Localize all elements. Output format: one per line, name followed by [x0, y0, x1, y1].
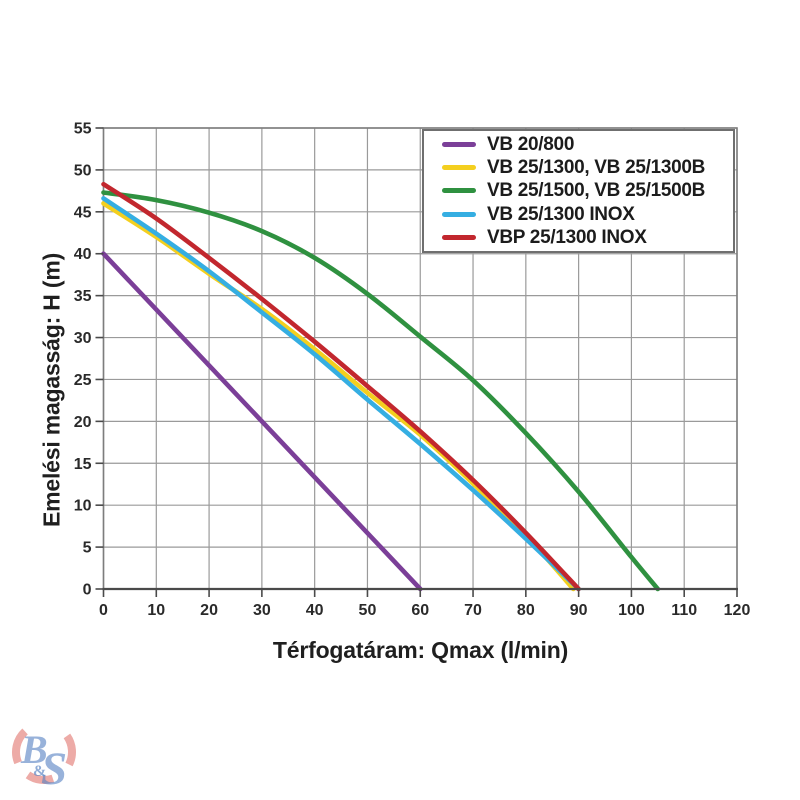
legend-label: VB 25/1300 INOX	[487, 203, 635, 225]
x-tick-label: 10	[147, 602, 165, 619]
y-tick-label: 55	[74, 121, 92, 138]
y-tick-label: 10	[74, 498, 92, 515]
x-tick-label: 110	[671, 602, 697, 619]
y-tick-label: 35	[74, 288, 92, 305]
x-tick-label: 100	[618, 602, 645, 619]
legend-row: VB 25/1300 INOX	[442, 203, 733, 225]
series-line-vb-25-1500-vb-25-1500b	[101, 190, 661, 592]
y-tick-label: 30	[74, 330, 92, 347]
legend-swatch-icon	[442, 188, 476, 194]
legend-swatch-icon	[442, 211, 476, 217]
watermark-swoosh	[12, 720, 76, 784]
legend-swatch-icon	[442, 234, 476, 240]
y-tick-label: 40	[74, 246, 92, 263]
y-tick-label: 45	[74, 204, 92, 221]
x-tick-label: 40	[306, 602, 324, 619]
y-tick-label: 50	[74, 162, 92, 179]
x-tick-label: 60	[411, 602, 429, 619]
x-axis-title: Térfogatáram: Qmax (l/min)	[272, 637, 569, 663]
watermark-logo: B & S	[12, 720, 76, 795]
x-tick-label: 50	[359, 602, 377, 619]
x-tick-label: 120	[724, 602, 751, 619]
watermark-ampersand-icon: &	[33, 763, 46, 780]
x-tick-label: 20	[200, 602, 218, 619]
legend-row: VB 25/1300, VB 25/1300B	[442, 157, 733, 179]
y-tick-label: 25	[74, 372, 92, 389]
x-tick-label: 0	[99, 602, 108, 619]
y-axis-title: Emelési magasság: H (m)	[38, 252, 65, 528]
x-tick-label: 90	[570, 602, 588, 619]
legend-row: VB 25/1500, VB 25/1500B	[442, 180, 733, 202]
y-tick-label: 5	[83, 540, 92, 557]
y-tick-label: 0	[83, 582, 92, 599]
legend-label: VB 25/1500, VB 25/1500B	[487, 180, 706, 202]
x-tick-label: 70	[464, 602, 482, 619]
y-tick-label: 20	[74, 414, 92, 431]
legend-swatch-icon	[442, 142, 476, 148]
series-line-vbp-25-1300-inox	[101, 181, 581, 592]
legend-swatch-icon	[442, 165, 476, 171]
watermark-letter-b: B	[20, 727, 48, 772]
watermark-letter-s: S	[41, 743, 67, 795]
legend-row: VB 20/800	[442, 134, 733, 156]
series-line-vb-20-800	[101, 251, 423, 592]
y-tick-label: 15	[74, 456, 92, 473]
chart-legend: VB 20/800 VB 25/1300, VB 25/1300B VB 25/15…	[422, 129, 735, 253]
x-tick-label: 80	[517, 602, 535, 619]
x-tick-label: 30	[253, 602, 271, 619]
legend-label: VB 25/1300, VB 25/1300B	[487, 157, 706, 179]
series-line-vb-25-1300-inox	[101, 196, 581, 592]
legend-label: VBP 25/1300 INOX	[487, 226, 647, 248]
legend-label: VB 20/800	[487, 134, 575, 156]
series-line-vb-25-1300-vb-25-1300b	[101, 201, 576, 592]
legend-row: VBP 25/1300 INOX	[442, 226, 733, 248]
